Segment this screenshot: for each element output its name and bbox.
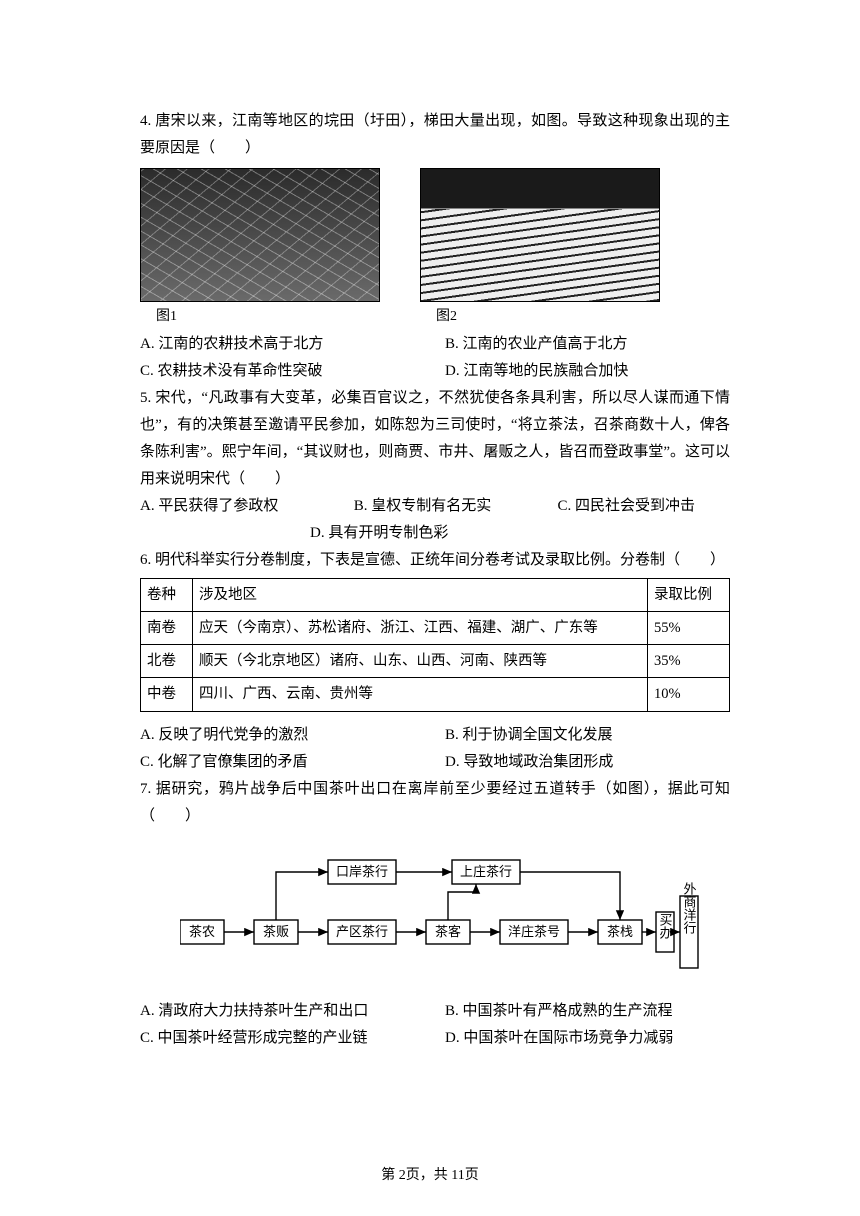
q6-th-1: 涉及地区 xyxy=(193,579,648,612)
q4-number: 4. xyxy=(140,113,151,129)
q6-r0c1: 应天（今南京）、苏松诸府、浙江、江西、福建、湖广、广东等 xyxy=(193,612,648,645)
q5-opt-a: A. 平民获得了参政权 xyxy=(140,493,350,520)
question-4: 4. 唐宋以来，江南等地区的垸田（圩田），梯田大量出现，如图。导致这种现象出现的… xyxy=(140,108,730,162)
q4-opt-b: B. 江南的农业产值高于北方 xyxy=(445,331,730,358)
table-row: 北卷 顺天（今北京地区）诸府、山东、山西、河南、陕西等 35% xyxy=(141,645,730,678)
q5-opt-c: C. 四民社会受到冲击 xyxy=(558,493,696,520)
q7-text: 据研究，鸦片战争后中国茶叶出口在离岸前至少要经过五道转手（如图），据此可知（ ） xyxy=(140,781,730,824)
table-row: 卷种 涉及地区 录取比例 xyxy=(141,579,730,612)
page-footer: 第 2页，共 11页 xyxy=(0,1164,860,1184)
q6-opt-c: C. 化解了官僚集团的矛盾 xyxy=(140,749,425,776)
flow-node: 产区茶行 xyxy=(336,924,388,939)
q7-opt-a: A. 清政府大力扶持茶叶生产和出口 xyxy=(140,998,425,1025)
q5-opt-b: B. 皇权专制有名无实 xyxy=(354,493,554,520)
q5-text: 宋代，“凡政事有大变革，必集百官议之，不然犹使各条具利害，所以尽人谋而通下情也”… xyxy=(140,390,730,487)
flow-node: 茶客 xyxy=(435,924,461,939)
q6-r1c0: 北卷 xyxy=(141,645,193,678)
q5-opt-d: D. 具有开明专制色彩 xyxy=(310,525,448,541)
q7-opt-b: B. 中国茶叶有严格成熟的生产流程 xyxy=(445,998,730,1025)
q6-th-0: 卷种 xyxy=(141,579,193,612)
q7-flowchart: 茶农 茶贩 产区茶行 茶客 洋庄茶号 茶栈 口岸茶行 上庄茶行 买办 外商洋行 xyxy=(180,840,730,990)
q6-options: A. 反映了明代党争的激烈 B. 利于协调全国文化发展 C. 化解了官僚集团的矛… xyxy=(140,722,730,776)
q6-r0c0: 南卷 xyxy=(141,612,193,645)
flow-node: 茶贩 xyxy=(263,924,289,939)
q6-r1c2: 35% xyxy=(648,645,730,678)
flow-node: 口岸茶行 xyxy=(336,864,388,879)
q6-opt-b: B. 利于协调全国文化发展 xyxy=(445,722,730,749)
q4-images: 图1 图2 xyxy=(140,168,730,329)
flow-node: 买办 xyxy=(658,913,673,940)
q5-number: 5. xyxy=(140,390,151,406)
q6-table: 卷种 涉及地区 录取比例 南卷 应天（今南京）、苏松诸府、浙江、江西、福建、湖广… xyxy=(140,578,730,711)
q6-opt-d: D. 导致地域政治集团形成 xyxy=(445,749,730,776)
flow-node: 外商洋行 xyxy=(682,882,697,935)
q6-th-2: 录取比例 xyxy=(648,579,730,612)
q4-options: A. 江南的农耕技术高于北方 B. 江南的农业产值高于北方 C. 农耕技术没有革… xyxy=(140,331,730,385)
q6-r2c0: 中卷 xyxy=(141,678,193,711)
page-content: 4. 唐宋以来，江南等地区的垸田（圩田），梯田大量出现，如图。导致这种现象出现的… xyxy=(0,0,860,1112)
flow-node: 上庄茶行 xyxy=(460,864,512,879)
flow-node: 洋庄茶号 xyxy=(508,924,560,939)
question-7: 7. 据研究，鸦片战争后中国茶叶出口在离岸前至少要经过五道转手（如图），据此可知… xyxy=(140,776,730,830)
question-6: 6. 明代科举实行分卷制度，下表是宣德、正统年间分卷考试及录取比例。分卷制（ ） xyxy=(140,547,730,574)
flowchart-svg: 茶农 茶贩 产区茶行 茶客 洋庄茶号 茶栈 口岸茶行 上庄茶行 买办 外商洋行 xyxy=(180,840,700,990)
question-5: 5. 宋代，“凡政事有大变革，必集百官议之，不然犹使各条具利害，所以尽人谋而通下… xyxy=(140,385,730,493)
q6-r2c1: 四川、广西、云南、贵州等 xyxy=(193,678,648,711)
q6-r2c2: 10% xyxy=(648,678,730,711)
q4-image-2-group: 图2 xyxy=(420,168,660,329)
q4-image-2 xyxy=(420,168,660,302)
q7-opt-d: D. 中国茶叶在国际市场竞争力减弱 xyxy=(445,1025,730,1052)
q6-r1c1: 顺天（今北京地区）诸府、山东、山西、河南、陕西等 xyxy=(193,645,648,678)
q4-image-1-group: 图1 xyxy=(140,168,380,329)
q5-options-line1: A. 平民获得了参政权 B. 皇权专制有名无实 C. 四民社会受到冲击 xyxy=(140,493,730,520)
q6-r0c2: 55% xyxy=(648,612,730,645)
q4-text: 唐宋以来，江南等地区的垸田（圩田），梯田大量出现，如图。导致这种现象出现的主要原… xyxy=(140,113,730,156)
q6-number: 6. xyxy=(140,552,151,568)
q4-opt-c: C. 农耕技术没有革命性突破 xyxy=(140,358,425,385)
q6-text: 明代科举实行分卷制度，下表是宣德、正统年间分卷考试及录取比例。分卷制（ ） xyxy=(155,552,725,568)
q7-options: A. 清政府大力扶持茶叶生产和出口 B. 中国茶叶有严格成熟的生产流程 C. 中… xyxy=(140,998,730,1052)
q4-image-1-caption: 图1 xyxy=(140,304,380,329)
q4-image-1 xyxy=(140,168,380,302)
q7-number: 7. xyxy=(140,781,151,797)
flow-node: 茶农 xyxy=(189,924,215,939)
flow-node: 茶栈 xyxy=(607,924,633,939)
table-row: 南卷 应天（今南京）、苏松诸府、浙江、江西、福建、湖广、广东等 55% xyxy=(141,612,730,645)
q4-opt-d: D. 江南等地的民族融合加快 xyxy=(445,358,730,385)
q7-opt-c: C. 中国茶叶经营形成完整的产业链 xyxy=(140,1025,425,1052)
q4-opt-a: A. 江南的农耕技术高于北方 xyxy=(140,331,425,358)
table-row: 中卷 四川、广西、云南、贵州等 10% xyxy=(141,678,730,711)
q6-opt-a: A. 反映了明代党争的激烈 xyxy=(140,722,425,749)
q4-image-2-caption: 图2 xyxy=(420,304,660,329)
q5-options-line2: D. 具有开明专制色彩 xyxy=(140,520,730,547)
